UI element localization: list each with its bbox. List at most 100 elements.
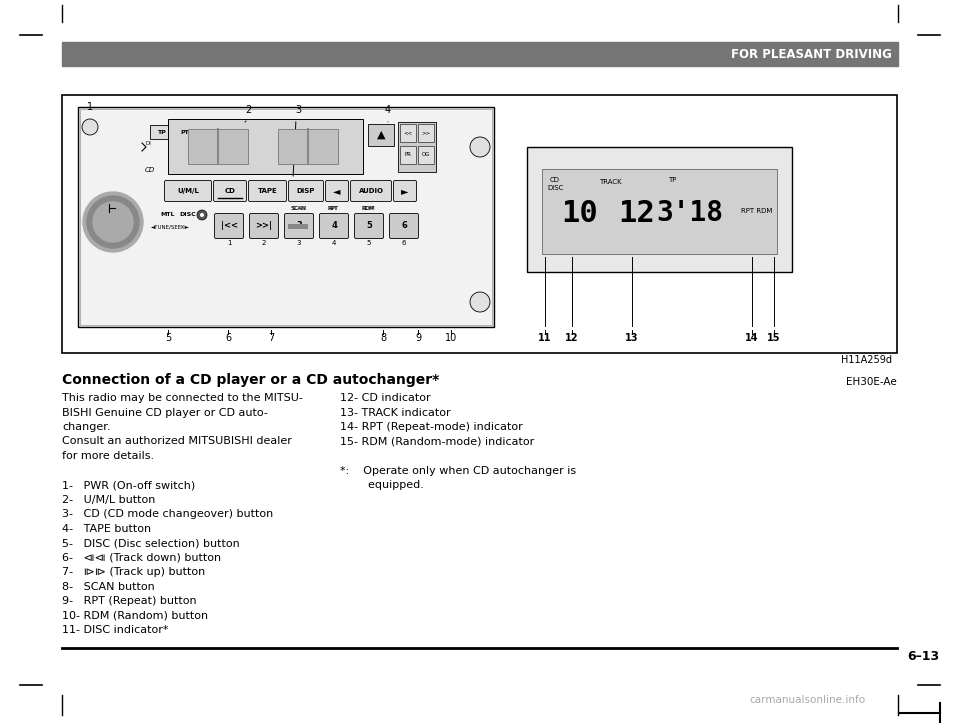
Text: 8-   SCAN button: 8- SCAN button <box>62 581 155 591</box>
Text: 3-   CD (CD mode changeover) button: 3- CD (CD mode changeover) button <box>62 509 274 519</box>
Circle shape <box>87 196 139 248</box>
Text: 7-   ⧐⧐ (Track up) button: 7- ⧐⧐ (Track up) button <box>62 567 205 577</box>
FancyBboxPatch shape <box>325 181 348 202</box>
FancyBboxPatch shape <box>390 213 419 239</box>
Text: 2-   U/M/L button: 2- U/M/L button <box>62 495 156 505</box>
Bar <box>62 95 897 353</box>
FancyBboxPatch shape <box>164 181 211 202</box>
Bar <box>80 109 492 325</box>
Bar <box>527 147 792 272</box>
Text: 13- TRACK indicator: 13- TRACK indicator <box>340 408 450 417</box>
Text: 8: 8 <box>380 333 386 343</box>
Text: RPT RDM: RPT RDM <box>740 208 772 214</box>
Text: 2: 2 <box>245 105 252 115</box>
Text: ▲: ▲ <box>376 130 385 140</box>
Text: equipped.: equipped. <box>340 480 424 490</box>
Text: 15: 15 <box>767 333 780 343</box>
Text: 12- CD indicator: 12- CD indicator <box>340 393 431 403</box>
Text: RPT: RPT <box>328 207 338 212</box>
Text: 12: 12 <box>618 199 656 228</box>
FancyBboxPatch shape <box>350 181 392 202</box>
Text: 9-   RPT (Repeat) button: 9- RPT (Repeat) button <box>62 596 197 606</box>
Text: AUDIO: AUDIO <box>358 188 383 194</box>
Text: EH30E-Ae: EH30E-Ae <box>847 377 897 387</box>
Bar <box>168 119 363 174</box>
Text: 6: 6 <box>225 333 231 343</box>
Text: 5: 5 <box>165 333 171 343</box>
Text: This radio may be connected to the MITSU-: This radio may be connected to the MITSU… <box>62 393 302 403</box>
Text: TP: TP <box>156 129 165 134</box>
Bar <box>542 169 777 254</box>
Text: DISC: DISC <box>547 185 564 191</box>
Text: SCAN: SCAN <box>292 207 306 212</box>
Bar <box>418 124 434 142</box>
Text: 3: 3 <box>296 221 301 231</box>
Bar <box>62 42 898 66</box>
Text: BISHI Genuine CD player or CD auto-: BISHI Genuine CD player or CD auto- <box>62 408 268 417</box>
Text: 6: 6 <box>401 240 406 246</box>
Bar <box>78 107 494 327</box>
Text: OG: OG <box>421 153 430 158</box>
Text: 1: 1 <box>87 102 93 112</box>
Text: ◄: ◄ <box>333 186 341 196</box>
Text: 4: 4 <box>331 221 337 231</box>
Text: 12: 12 <box>565 333 579 343</box>
Text: Connection of a CD player or a CD autochanger*: Connection of a CD player or a CD autoch… <box>62 373 440 387</box>
Text: 1-   PWR (On-off switch): 1- PWR (On-off switch) <box>62 480 195 490</box>
FancyBboxPatch shape <box>394 181 417 202</box>
Bar <box>368 124 394 146</box>
Text: 4-   TAPE button: 4- TAPE button <box>62 523 151 534</box>
Text: CD: CD <box>145 167 156 173</box>
Text: 1: 1 <box>227 240 231 246</box>
Text: 5-   DISC (Disc selection) button: 5- DISC (Disc selection) button <box>62 538 240 548</box>
Bar <box>176 125 198 139</box>
Text: RPT: RPT <box>329 207 339 212</box>
Text: RDM: RDM <box>363 207 375 212</box>
Text: 7: 7 <box>268 333 275 343</box>
Text: 10: 10 <box>444 333 457 343</box>
Text: 14- RPT (Repeat-mode) indicator: 14- RPT (Repeat-mode) indicator <box>340 422 523 432</box>
Text: changer.: changer. <box>62 422 110 432</box>
Text: 11: 11 <box>539 333 552 343</box>
Text: CD: CD <box>550 177 560 183</box>
Text: CD: CD <box>225 188 235 194</box>
Text: 5: 5 <box>366 221 372 231</box>
Text: 2: 2 <box>262 240 266 246</box>
Bar <box>278 129 338 164</box>
Bar <box>288 224 308 229</box>
Circle shape <box>470 137 490 157</box>
Text: 6: 6 <box>401 221 407 231</box>
Text: SCAN: SCAN <box>291 207 305 212</box>
Text: 9: 9 <box>415 333 421 343</box>
Text: 6-   ⧏⧏ (Track down) button: 6- ⧏⧏ (Track down) button <box>62 552 221 562</box>
Text: 4: 4 <box>332 240 336 246</box>
Text: DI: DI <box>146 141 152 146</box>
Text: 11- DISC indicator*: 11- DISC indicator* <box>62 625 169 635</box>
Text: >>|: >>| <box>255 221 273 231</box>
FancyBboxPatch shape <box>249 181 286 202</box>
Text: DISP: DISP <box>297 188 315 194</box>
Bar <box>418 146 434 164</box>
Text: 15- RDM (Random-mode) indicator: 15- RDM (Random-mode) indicator <box>340 437 535 447</box>
Text: DISC: DISC <box>180 213 197 218</box>
Text: >>: >> <box>421 130 431 135</box>
Text: 3: 3 <box>295 105 301 115</box>
Bar <box>150 125 172 139</box>
Text: for more details.: for more details. <box>62 451 155 461</box>
Text: TP: TP <box>668 177 676 183</box>
Text: U/M/L: U/M/L <box>177 188 199 194</box>
FancyBboxPatch shape <box>320 213 348 239</box>
Text: Consult an authorized MITSUBISHI dealer: Consult an authorized MITSUBISHI dealer <box>62 437 292 447</box>
Text: carmanualsonline.info: carmanualsonline.info <box>749 695 865 705</box>
Text: H11A259d: H11A259d <box>841 355 892 365</box>
Text: 13: 13 <box>625 333 638 343</box>
Text: ►: ► <box>401 186 409 196</box>
Text: TRACK: TRACK <box>599 179 621 185</box>
Circle shape <box>93 202 133 242</box>
Text: PTY: PTY <box>180 129 194 134</box>
FancyBboxPatch shape <box>213 181 247 202</box>
Bar <box>400 124 416 142</box>
Bar <box>188 129 248 164</box>
Bar <box>398 122 436 172</box>
Text: 6–13: 6–13 <box>907 650 939 663</box>
